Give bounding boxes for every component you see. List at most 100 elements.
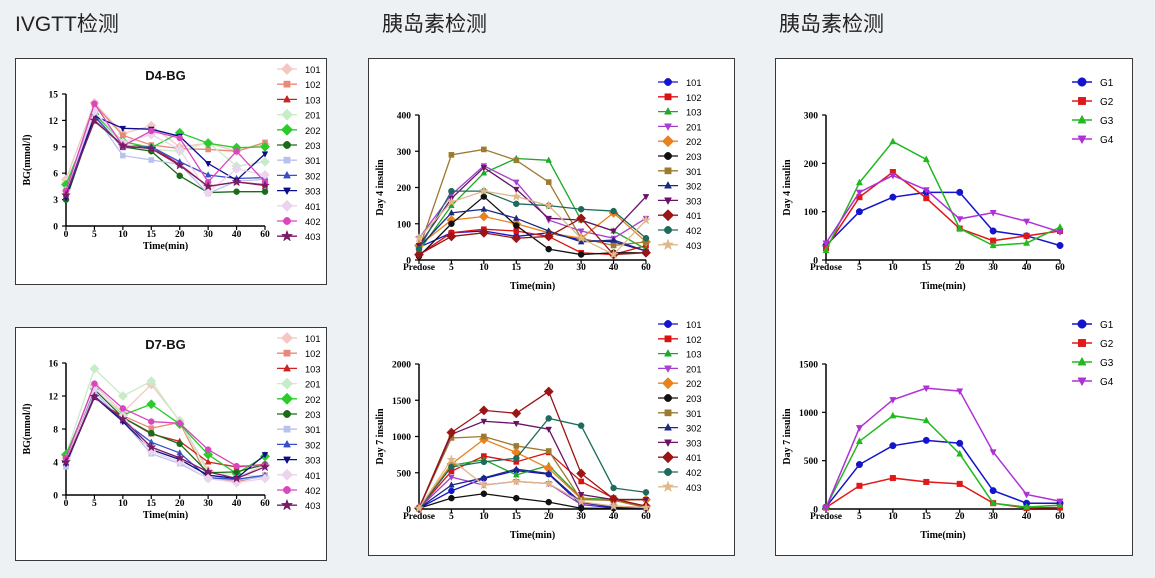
- svg-text:102: 102: [305, 349, 321, 359]
- svg-text:202: 202: [305, 395, 321, 405]
- svg-text:G4: G4: [1100, 377, 1114, 388]
- svg-text:Time(min): Time(min): [920, 281, 965, 292]
- svg-text:103: 103: [305, 95, 321, 105]
- svg-text:403: 403: [686, 241, 702, 251]
- svg-text:10: 10: [888, 512, 898, 522]
- svg-text:G2: G2: [1100, 339, 1114, 350]
- svg-text:Day 4 insulin: Day 4 insulin: [782, 159, 793, 216]
- svg-text:302: 302: [686, 424, 702, 434]
- svg-text:20: 20: [955, 263, 965, 273]
- svg-text:300: 300: [397, 148, 412, 158]
- svg-text:15: 15: [147, 230, 157, 240]
- svg-text:15: 15: [49, 91, 59, 101]
- svg-text:20: 20: [544, 512, 554, 522]
- svg-text:303: 303: [305, 187, 321, 197]
- svg-text:0: 0: [53, 492, 58, 502]
- svg-text:D7-BG: D7-BG: [145, 337, 185, 352]
- svg-text:203: 203: [305, 141, 321, 151]
- svg-text:101: 101: [686, 78, 702, 88]
- svg-text:101: 101: [305, 65, 321, 75]
- svg-text:201: 201: [305, 380, 321, 390]
- svg-text:500: 500: [804, 457, 819, 467]
- svg-text:200: 200: [397, 184, 412, 194]
- svg-text:203: 203: [686, 152, 702, 162]
- svg-text:60: 60: [1055, 263, 1065, 273]
- svg-text:102: 102: [686, 335, 702, 345]
- svg-text:402: 402: [686, 226, 702, 236]
- svg-text:201: 201: [686, 122, 702, 132]
- svg-text:BG(mmol/l): BG(mmol/l): [22, 403, 33, 454]
- svg-text:60: 60: [641, 263, 651, 273]
- svg-text:403: 403: [305, 232, 321, 242]
- svg-text:101: 101: [686, 320, 702, 330]
- svg-text:5: 5: [92, 499, 97, 509]
- svg-text:103: 103: [686, 108, 702, 118]
- svg-text:Day 7 insulin: Day 7 insulin: [782, 408, 793, 465]
- svg-text:G4: G4: [1100, 135, 1114, 146]
- svg-text:303: 303: [305, 456, 321, 466]
- svg-text:3: 3: [53, 196, 58, 206]
- svg-text:15: 15: [922, 263, 932, 273]
- svg-text:40: 40: [609, 263, 619, 273]
- svg-text:30: 30: [576, 512, 586, 522]
- svg-text:300: 300: [804, 112, 819, 122]
- svg-text:12: 12: [49, 393, 59, 403]
- svg-text:20: 20: [544, 263, 554, 273]
- svg-text:15: 15: [512, 263, 522, 273]
- svg-text:401: 401: [305, 471, 321, 481]
- svg-text:15: 15: [147, 499, 157, 509]
- svg-text:40: 40: [232, 499, 242, 509]
- svg-text:203: 203: [686, 394, 702, 404]
- svg-text:400: 400: [397, 112, 412, 122]
- svg-text:Predose: Predose: [403, 512, 435, 522]
- svg-text:15: 15: [512, 512, 522, 522]
- svg-text:G3: G3: [1100, 358, 1114, 369]
- svg-text:15: 15: [922, 512, 932, 522]
- svg-text:4: 4: [53, 459, 58, 469]
- svg-text:60: 60: [260, 230, 270, 240]
- svg-text:10: 10: [479, 263, 489, 273]
- svg-text:5: 5: [857, 512, 862, 522]
- svg-text:1000: 1000: [392, 433, 411, 443]
- svg-text:1500: 1500: [799, 361, 818, 371]
- svg-text:402: 402: [305, 486, 321, 496]
- svg-text:302: 302: [305, 171, 321, 181]
- svg-text:202: 202: [686, 137, 702, 147]
- svg-text:30: 30: [988, 263, 998, 273]
- svg-text:301: 301: [686, 409, 702, 419]
- svg-text:BG(mmol/l): BG(mmol/l): [22, 134, 33, 185]
- svg-text:303: 303: [686, 438, 702, 448]
- svg-text:20: 20: [955, 512, 965, 522]
- svg-text:60: 60: [260, 499, 270, 509]
- svg-text:40: 40: [609, 512, 619, 522]
- svg-text:30: 30: [203, 230, 213, 240]
- svg-text:10: 10: [888, 263, 898, 273]
- svg-text:20: 20: [175, 499, 185, 509]
- svg-text:201: 201: [686, 364, 702, 374]
- svg-text:0: 0: [64, 230, 69, 240]
- svg-text:301: 301: [305, 156, 321, 166]
- svg-text:0: 0: [64, 499, 69, 509]
- svg-text:60: 60: [641, 512, 651, 522]
- svg-text:9: 9: [53, 143, 58, 153]
- svg-text:16: 16: [49, 360, 59, 370]
- svg-text:202: 202: [686, 379, 702, 389]
- svg-text:200: 200: [804, 160, 819, 170]
- svg-text:0: 0: [53, 223, 58, 233]
- svg-text:G2: G2: [1100, 97, 1114, 108]
- svg-text:40: 40: [1022, 512, 1032, 522]
- svg-text:Time(min): Time(min): [920, 530, 965, 541]
- svg-text:402: 402: [686, 468, 702, 478]
- svg-text:302: 302: [305, 440, 321, 450]
- svg-text:301: 301: [305, 425, 321, 435]
- svg-text:Predose: Predose: [403, 263, 435, 273]
- svg-text:402: 402: [305, 217, 321, 227]
- svg-text:401: 401: [686, 211, 702, 221]
- svg-text:Time(min): Time(min): [510, 281, 555, 292]
- svg-text:302: 302: [686, 182, 702, 192]
- svg-text:403: 403: [686, 483, 702, 493]
- svg-text:20: 20: [175, 230, 185, 240]
- svg-text:1500: 1500: [392, 397, 411, 407]
- svg-text:5: 5: [857, 263, 862, 273]
- svg-text:103: 103: [686, 350, 702, 360]
